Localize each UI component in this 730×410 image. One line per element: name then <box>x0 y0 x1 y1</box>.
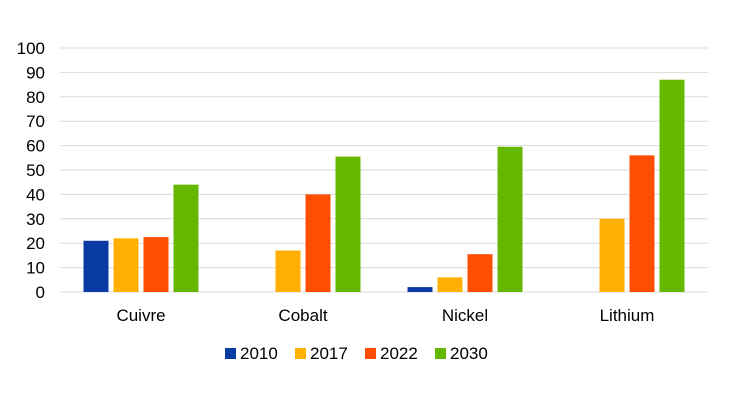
x-category-label: Cobalt <box>278 306 327 325</box>
legend-swatch-2010 <box>225 348 236 359</box>
x-category-label: Lithium <box>600 306 655 325</box>
bars <box>83 79 685 292</box>
y-tick-label: 30 <box>26 210 45 229</box>
bar-nickel-2030 <box>497 146 523 292</box>
x-category-label: Cuivre <box>116 306 165 325</box>
bar-lithium-2022 <box>629 155 655 292</box>
bar-cuivre-2017 <box>113 238 139 292</box>
x-axis-categories: Cuivre Cobalt Nickel Lithium <box>116 306 654 325</box>
bar-nickel-2017 <box>437 277 463 292</box>
y-tick-label: 40 <box>26 185 45 204</box>
legend-label-2017: 2017 <box>310 344 348 363</box>
y-tick-label: 80 <box>26 88 45 107</box>
bar-cobalt-2030 <box>335 156 361 292</box>
bar-cuivre-2010 <box>83 240 109 292</box>
y-axis-ticks: 0 10 20 30 40 50 60 70 80 90 100 <box>17 39 45 302</box>
bar-cuivre-2030 <box>173 184 199 292</box>
legend-label-2022: 2022 <box>380 344 418 363</box>
y-tick-label: 50 <box>26 161 45 180</box>
legend-label-2010: 2010 <box>240 344 278 363</box>
legend-label-2030: 2030 <box>450 344 488 363</box>
y-tick-label: 100 <box>17 39 45 58</box>
x-category-label: Nickel <box>442 306 488 325</box>
legend-swatch-2030 <box>435 348 446 359</box>
bar-nickel-2022 <box>467 254 493 292</box>
y-tick-label: 70 <box>26 112 45 131</box>
bar-cuivre-2022 <box>143 237 169 292</box>
legend-swatch-2022 <box>365 348 376 359</box>
bar-cobalt-2017 <box>275 250 301 292</box>
legend-swatch-2017 <box>295 348 306 359</box>
bar-nickel-2010 <box>407 287 433 292</box>
y-tick-label: 10 <box>26 259 45 278</box>
bar-cobalt-2022 <box>305 194 331 292</box>
bar-lithium-2017 <box>599 218 625 292</box>
y-tick-label: 20 <box>26 234 45 253</box>
legend: 2010 2017 2022 2030 <box>225 344 488 363</box>
y-tick-label: 90 <box>26 63 45 82</box>
y-tick-label: 0 <box>36 283 45 302</box>
y-tick-label: 60 <box>26 137 45 156</box>
bar-lithium-2030 <box>659 79 685 292</box>
